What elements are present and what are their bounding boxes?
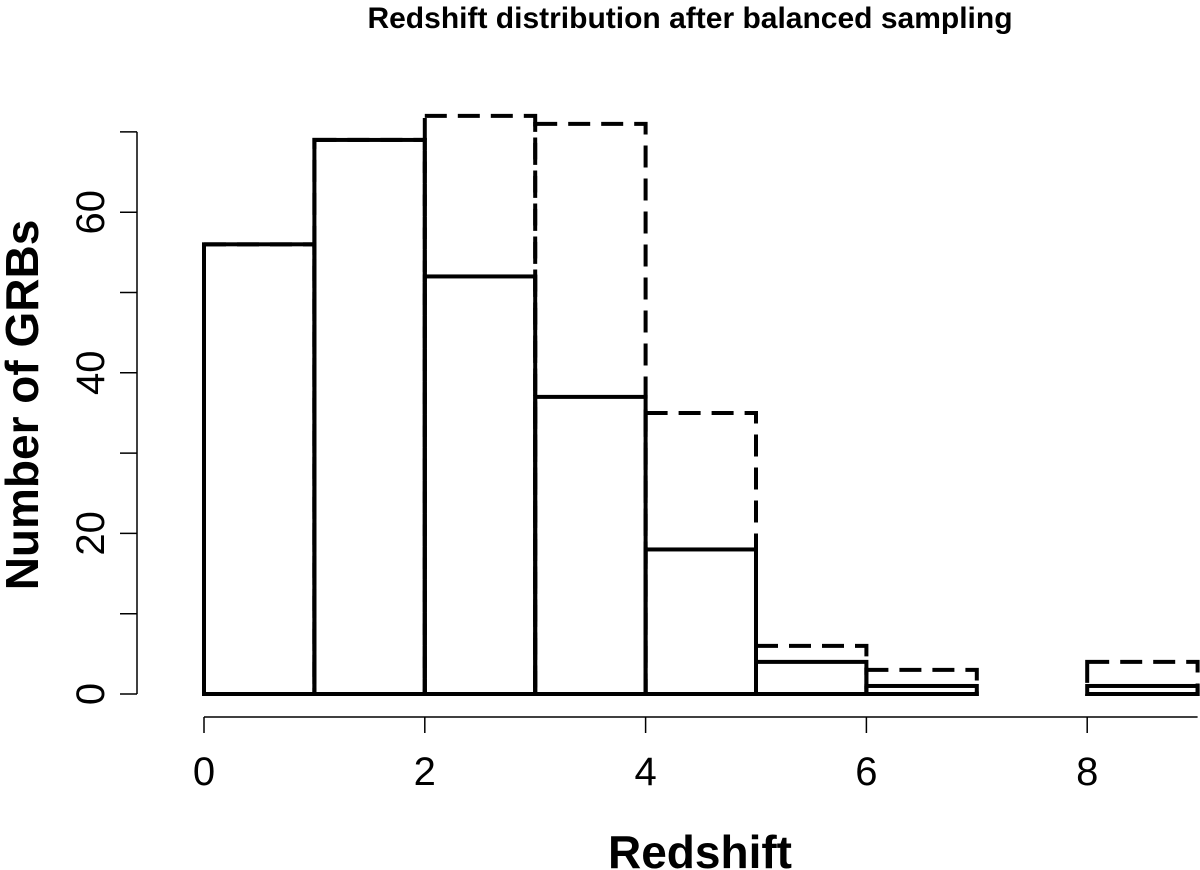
- solid-bar: [643, 547, 758, 697]
- x-axis-label: Redshift: [608, 826, 792, 870]
- x-axis: 0 2 4 6 8: [193, 716, 1198, 794]
- x-tick-label: 2: [414, 750, 436, 794]
- solid-bar: [533, 394, 648, 696]
- y-axis: 0 20 40 60: [69, 131, 138, 705]
- solid-bar: [312, 137, 427, 696]
- y-tick-label: 60: [69, 190, 113, 235]
- x-tick-label: 6: [855, 750, 877, 794]
- x-tick-label: 0: [193, 750, 215, 794]
- dashed-bar: [533, 121, 648, 697]
- dashed-bar: [864, 667, 979, 696]
- chart-title: Redshift distribution after balanced sam…: [367, 2, 1012, 35]
- solid-bar: [422, 274, 538, 696]
- solid-bar: [864, 683, 979, 696]
- solid-bar: [1085, 683, 1200, 696]
- y-tick-label: 0: [69, 683, 113, 705]
- y-axis-label: Number of GRBs: [0, 220, 48, 591]
- dashed-bar: [422, 113, 538, 696]
- dashed-bar: [202, 242, 317, 696]
- dashed-series: [202, 113, 1200, 697]
- dashed-bar: [312, 137, 427, 696]
- dashed-bar: [1085, 659, 1200, 697]
- y-tick-label: 20: [69, 511, 113, 556]
- y-tick-label: 40: [69, 351, 113, 396]
- solid-bar: [754, 659, 869, 697]
- dashed-bar: [643, 410, 758, 696]
- solid-series: [202, 137, 1200, 697]
- x-tick-label: 4: [634, 750, 656, 794]
- solid-bar: [202, 242, 317, 696]
- dashed-bar: [754, 643, 869, 697]
- x-tick-label: 8: [1076, 750, 1098, 794]
